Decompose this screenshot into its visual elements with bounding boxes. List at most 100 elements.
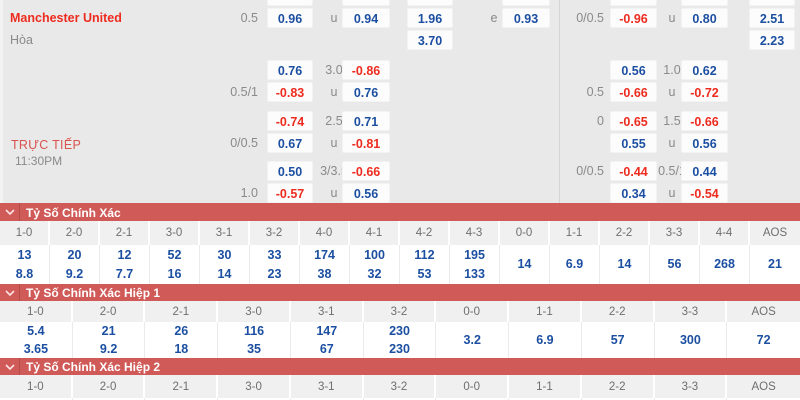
odds-value-box[interactable]: 0.96 — [267, 8, 313, 28]
score-odds-value[interactable]: 35 — [247, 341, 261, 356]
score-odds-value[interactable]: 13 — [17, 247, 32, 262]
home-team-name[interactable]: Manchester United — [10, 11, 122, 25]
chevron-down-icon[interactable] — [0, 284, 20, 301]
score-odds-value[interactable]: 230 — [389, 323, 410, 338]
odds-value-box[interactable]: 0.55 — [610, 133, 657, 153]
score-odds-value[interactable]: 8.8 — [15, 267, 34, 281]
score-odds-cell[interactable]: 174 38 — [300, 245, 350, 284]
score-odds-cell[interactable]: 13 8.8 — [0, 245, 50, 284]
score-odds-cell[interactable]: 20 9.2 — [50, 245, 100, 284]
odds-value-box[interactable]: 0.56 — [681, 133, 728, 153]
score-odds-cell[interactable]: 147 67 — [291, 322, 364, 358]
section-header-bar[interactable]: Tỷ Số Chính Xác Hiệp 2 — [0, 358, 800, 375]
score-odds-value[interactable]: 9.2 — [99, 341, 118, 356]
score-odds-value[interactable]: 116 — [243, 323, 265, 338]
odds-value-box[interactable]: 3.70 — [407, 30, 453, 50]
score-odds-cell[interactable]: 195 133 — [450, 245, 500, 284]
odds-value-box[interactable]: -0.72 — [681, 82, 728, 102]
score-odds-cell[interactable]: 26 18 — [145, 322, 219, 358]
score-odds-cell[interactable]: 230 230 — [364, 322, 437, 358]
score-odds-value[interactable]: 300 — [679, 332, 701, 347]
score-odds-value[interactable]: 100 — [364, 247, 385, 262]
score-odds-cell[interactable]: 14 — [500, 245, 550, 284]
odds-value-box[interactable]: 0.80 — [681, 8, 728, 28]
score-odds-value[interactable]: 26 — [174, 323, 189, 338]
odds-value-box[interactable]: -0.81 — [342, 133, 390, 153]
score-odds-value[interactable]: 21 — [101, 323, 116, 338]
score-odds-value[interactable]: 7.7 — [115, 267, 134, 281]
score-odds-value[interactable]: 268 — [714, 257, 735, 272]
odds-value-box[interactable]: -0.86 — [342, 60, 390, 80]
section-header-bar[interactable]: Tỷ Số Chính Xác — [0, 203, 800, 221]
score-odds-value[interactable]: 195 — [464, 247, 485, 262]
score-odds-value[interactable]: 57 — [610, 332, 625, 347]
odds-value-box[interactable]: -0.74 — [267, 111, 313, 131]
odds-value-box[interactable]: -0.65 — [610, 111, 657, 131]
score-odds-value[interactable]: 32 — [367, 267, 382, 281]
chevron-down-icon[interactable] — [0, 358, 20, 375]
score-odds-value[interactable]: 133 — [464, 267, 485, 281]
score-odds-cell[interactable]: 3.2 — [436, 322, 510, 358]
odds-value-box[interactable]: 2.23 — [749, 30, 795, 50]
score-odds-cell[interactable]: 12 7.7 — [100, 245, 150, 284]
score-odds-cell[interactable]: 100 32 — [350, 245, 400, 284]
score-odds-value[interactable]: 56 — [667, 257, 682, 272]
score-odds-cell[interactable]: 21 — [750, 245, 800, 284]
odds-value-box[interactable]: 0.62 — [681, 60, 728, 80]
score-odds-value[interactable]: 14 — [217, 267, 232, 281]
score-odds-value[interactable]: 3.65 — [23, 341, 49, 356]
score-odds-cell[interactable]: 116 35 — [218, 322, 291, 358]
odds-value-box[interactable]: 0.34 — [610, 183, 657, 203]
odds-value-box[interactable]: -0.57 — [267, 183, 313, 203]
odds-value-box[interactable]: -0.96 — [610, 8, 657, 28]
score-odds-cell[interactable]: 6.9 — [550, 245, 600, 284]
score-odds-value[interactable]: 72 — [756, 332, 771, 347]
score-odds-value[interactable]: 14 — [617, 257, 632, 272]
score-odds-value[interactable]: 3.2 — [463, 332, 481, 347]
score-odds-value[interactable]: 230 — [389, 341, 410, 356]
score-odds-value[interactable]: 18 — [174, 341, 189, 356]
odds-value-box[interactable]: 1.96 — [407, 8, 453, 28]
odds-value-box[interactable]: -0.44 — [610, 161, 657, 181]
chevron-down-icon[interactable] — [0, 203, 20, 221]
score-odds-value[interactable]: 147 — [316, 323, 338, 338]
odds-value-box[interactable]: 0.76 — [267, 60, 313, 80]
score-odds-cell[interactable]: 30 14 — [200, 245, 250, 284]
score-odds-value[interactable]: 6.9 — [565, 257, 584, 272]
score-odds-cell[interactable]: 33 23 — [250, 245, 300, 284]
score-odds-cell[interactable]: 72 — [727, 322, 800, 358]
score-odds-value[interactable]: 12 — [117, 247, 132, 262]
score-odds-value[interactable]: 30 — [217, 247, 232, 262]
odds-value-box[interactable]: 0.44 — [681, 161, 728, 181]
score-odds-value[interactable]: 9.2 — [65, 267, 84, 281]
odds-value-box[interactable]: -0.66 — [681, 111, 728, 131]
score-odds-cell[interactable]: 52 16 — [150, 245, 200, 284]
score-odds-value[interactable]: 5.4 — [27, 323, 45, 338]
odds-value-box[interactable]: 0.56 — [342, 183, 390, 203]
odds-value-box[interactable]: 0.94 — [342, 8, 390, 28]
score-odds-value[interactable]: 112 — [414, 247, 435, 262]
score-odds-value[interactable]: 16 — [167, 267, 182, 281]
odds-value-box[interactable]: -0.83 — [267, 82, 313, 102]
score-odds-cell[interactable]: 56 — [650, 245, 700, 284]
score-odds-value[interactable]: 23 — [267, 267, 282, 281]
score-odds-value[interactable]: 14 — [517, 257, 532, 272]
score-odds-value[interactable]: 6.9 — [536, 332, 554, 347]
score-odds-value[interactable]: 174 — [314, 247, 335, 262]
score-odds-value[interactable]: 20 — [67, 247, 82, 262]
odds-value-box[interactable]: 0.71 — [342, 111, 390, 131]
odds-value-box[interactable]: -0.54 — [681, 183, 728, 203]
score-odds-value[interactable]: 53 — [417, 267, 432, 281]
section-header-bar[interactable]: Tỷ Số Chính Xác Hiệp 1 — [0, 284, 800, 301]
score-odds-cell[interactable]: 300 — [655, 322, 728, 358]
odds-value-box[interactable]: -0.66 — [610, 82, 657, 102]
score-odds-cell[interactable]: 112 53 — [400, 245, 450, 284]
score-odds-cell[interactable]: 57 — [582, 322, 655, 358]
score-odds-cell[interactable]: 6.9 — [509, 322, 582, 358]
score-odds-value[interactable]: 33 — [267, 247, 282, 262]
score-odds-value[interactable]: 67 — [319, 341, 334, 356]
score-odds-cell[interactable]: 5.4 3.65 — [0, 322, 73, 358]
odds-value-box[interactable]: 0.56 — [610, 60, 657, 80]
score-odds-cell[interactable]: 268 — [700, 245, 750, 284]
odds-value-box[interactable]: -0.66 — [342, 161, 390, 181]
